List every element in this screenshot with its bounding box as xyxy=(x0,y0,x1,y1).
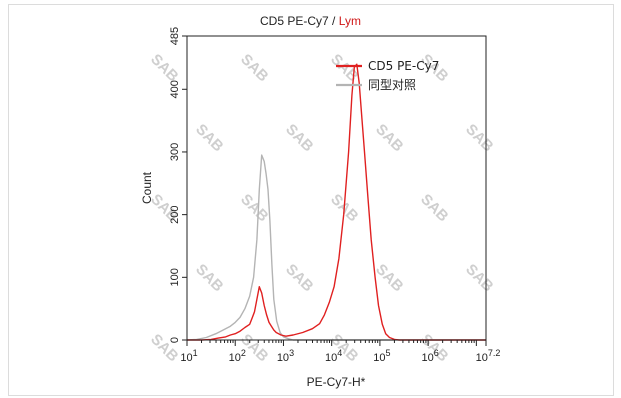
x-axis-label: PE-Cy7-H* xyxy=(307,375,366,389)
chart-title: CD5 PE-Cy7 / Lym xyxy=(0,14,621,28)
watermark-text: SAB xyxy=(147,331,182,366)
x-tick-label: 106 xyxy=(421,348,438,364)
y-tick-label: 100 xyxy=(169,268,181,286)
watermark-text: SAB xyxy=(237,51,272,86)
title-marker: CD5 PE-Cy7 xyxy=(260,14,329,28)
series-layer xyxy=(186,63,486,341)
y-tick-label: 485 xyxy=(169,27,181,45)
y-tick-label: 400 xyxy=(169,80,181,98)
title-separator: / xyxy=(332,14,336,28)
series-line-isotype xyxy=(186,154,486,341)
title-population: Lym xyxy=(338,14,361,28)
y-tick-label: 0 xyxy=(169,337,181,343)
x-axis-ticks: 101 102 103 104 105 106 107.2 xyxy=(180,340,500,364)
watermark-text: SAB xyxy=(282,121,317,156)
watermark-text: SAB xyxy=(372,121,407,156)
watermark-text: SAB xyxy=(282,261,317,296)
chart-frame xyxy=(8,4,614,396)
x-tick-label: 103 xyxy=(277,348,294,364)
watermark-text: SAB xyxy=(327,51,362,86)
y-tick-label: 300 xyxy=(169,143,181,161)
watermark-text: SAB xyxy=(462,261,497,296)
watermark-text: SAB xyxy=(237,191,272,226)
legend: CD5 PE-Cy7 同型对照 xyxy=(336,59,439,92)
watermark-text: SAB xyxy=(192,261,227,296)
watermark-text: SAB xyxy=(462,121,497,156)
plot-area-border xyxy=(186,35,487,341)
watermark-text: SAB xyxy=(192,121,227,156)
legend-label: 同型对照 xyxy=(368,78,416,92)
x-tick-label: 107.2 xyxy=(476,348,501,364)
y-axis-ticks: 0 100 200 300 400 485 xyxy=(169,27,187,343)
watermark-text: SAB xyxy=(417,191,452,226)
x-tick-label: 105 xyxy=(373,348,390,364)
x-tick-label: 102 xyxy=(229,348,246,364)
y-axis-label: Count xyxy=(140,171,154,204)
series-line-cd5 xyxy=(187,63,486,341)
x-tick-label: 101 xyxy=(180,348,197,364)
legend-label: CD5 PE-Cy7 xyxy=(368,59,439,73)
y-tick-label: 200 xyxy=(169,205,181,223)
x-tick-label: 104 xyxy=(325,348,342,364)
